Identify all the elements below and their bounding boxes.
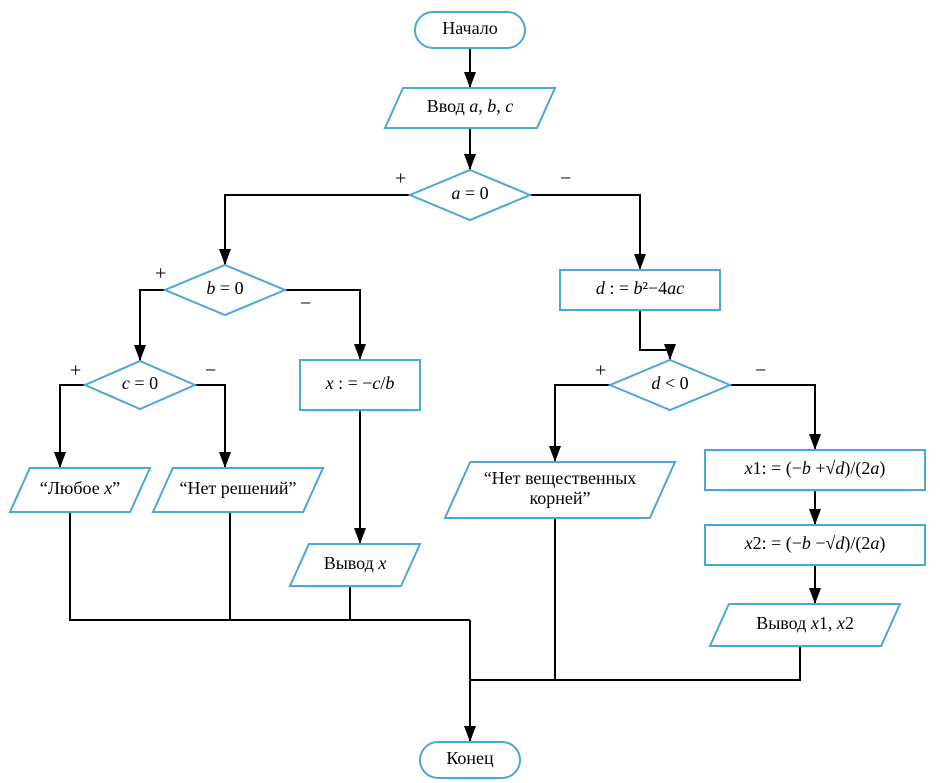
node-out_x12: Вывод x1, x2 <box>710 604 900 646</box>
edge-label-4: + <box>155 263 166 285</box>
edge-label-7: − <box>205 360 216 382</box>
edge-7 <box>195 385 225 468</box>
node-x2: x2: = (−b −√d)/(2a) <box>705 525 925 565</box>
node-text-start: Начало <box>442 18 497 38</box>
edge-label-5: − <box>300 293 311 315</box>
node-text-x_cb: x : = −c/b <box>325 373 395 393</box>
node-text-x2: x2: = (−b −√d)/(2a) <box>744 533 886 554</box>
edge-label-14: − <box>755 360 766 382</box>
node-text-x1: x1: = (−b +√d)/(2a) <box>744 458 886 479</box>
node-d_def: d : = b²−4ac <box>560 270 720 310</box>
edge-5 <box>285 290 360 360</box>
node-input: Ввод a, b, c <box>385 88 555 128</box>
edge-2 <box>225 195 410 265</box>
node-text-no_sol: “Нет решений” <box>179 478 296 498</box>
edge-4 <box>140 290 165 361</box>
edge-3 <box>530 195 640 270</box>
edge-label-13: + <box>595 360 606 382</box>
node-no_real: “Нет вещественныхкорней” <box>445 462 675 518</box>
node-x_cb: x : = −c/b <box>300 360 420 410</box>
node-end: Конец <box>420 742 520 778</box>
node-text-b_eq_0: b = 0 <box>206 278 243 298</box>
edge-12 <box>640 310 670 360</box>
node-text-a_eq_0: a = 0 <box>451 183 488 203</box>
node-out_x: Вывод x <box>290 544 420 586</box>
node-b_eq_0: b = 0 <box>165 265 285 315</box>
node-any_x: “Любое x” <box>10 468 150 512</box>
node-text-c_eq_0: c = 0 <box>122 373 158 393</box>
node-no_sol: “Нет решений” <box>153 468 323 512</box>
edge-label-2: + <box>395 168 406 190</box>
node-start: Начало <box>415 12 525 48</box>
edge-13 <box>555 385 610 462</box>
node-text-end: Конец <box>446 748 494 768</box>
node-c_eq_0: c = 0 <box>85 361 195 409</box>
edge-label-3: − <box>560 168 571 190</box>
edge-17 <box>470 518 555 680</box>
node-text-d_lt_0: d < 0 <box>651 373 688 393</box>
edge-14 <box>730 385 815 450</box>
node-text-any_x: “Любое x” <box>40 478 121 498</box>
node-a_eq_0: a = 0 <box>410 170 530 220</box>
edge-6 <box>60 385 85 468</box>
nodes-layer: Начало Ввод a, b, c a = 0 b = 0 c = 0 x : = −… <box>10 12 925 778</box>
edge-18 <box>470 646 800 680</box>
node-x1: x1: = (−b +√d)/(2a) <box>705 450 925 490</box>
node-text-input: Ввод a, b, c <box>427 96 514 116</box>
node-d_lt_0: d < 0 <box>610 360 730 410</box>
node-text-d_def: d : = b²−4ac <box>596 278 684 298</box>
flowchart-canvas: + − + − + − + − Начало Ввод a, b, c a = 0 b = 0 c =… <box>0 0 940 783</box>
node-text-out_x: Вывод x <box>324 553 387 573</box>
edge-label-6: + <box>70 360 81 382</box>
node-text-out_x12: Вывод x1, x2 <box>756 613 854 633</box>
